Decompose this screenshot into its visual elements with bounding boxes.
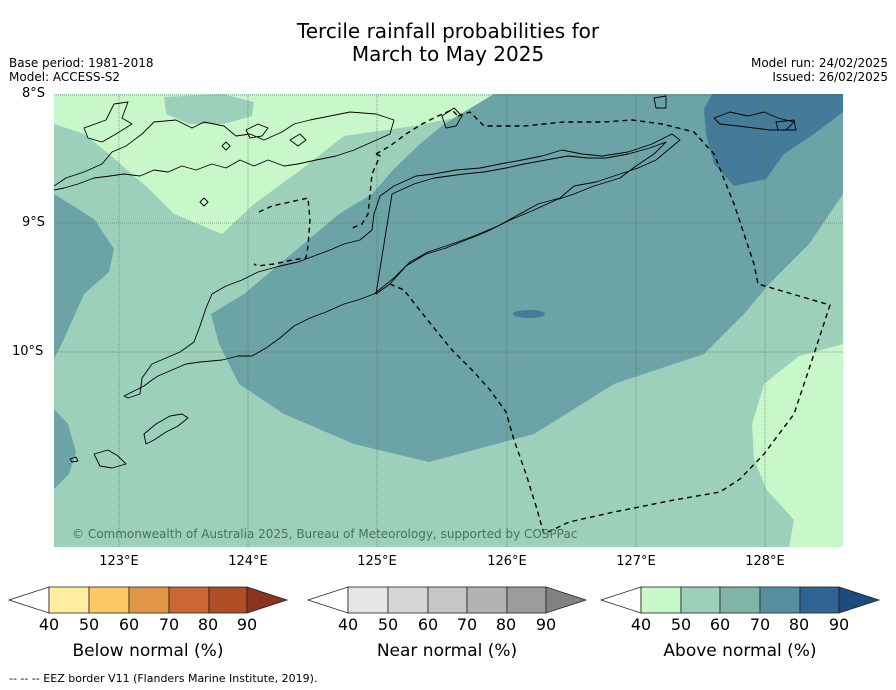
near-swatch-1 (347, 586, 389, 614)
coastline-savu (93, 449, 127, 469)
copyright-text: © Commonwealth of Australia 2025, Bureau… (72, 527, 577, 541)
above-arrow-right (838, 586, 881, 614)
region-above-50-southeast (752, 344, 843, 547)
meta-right: Model run: 24/02/2025 Issued: 26/02/2025 (751, 56, 888, 84)
coastline-island-1 (83, 101, 133, 143)
eez-line-west (351, 153, 381, 229)
region-above-80-northeast (704, 94, 843, 186)
near-tick-40: 40 (337, 615, 359, 634)
colorbar-above (599, 586, 881, 614)
lon-label-123e: 123°E (99, 554, 139, 569)
near-swatch-4 (466, 586, 508, 614)
below-tick-70: 70 (158, 615, 180, 634)
near-tick-90: 90 (535, 615, 557, 634)
coastline-rote (143, 413, 189, 445)
coastline-island-6 (775, 119, 797, 131)
above-swatch-4 (759, 586, 801, 614)
lon-label-124e: 124°E (228, 554, 268, 569)
title-line-2: March to May 2025 (351, 42, 545, 66)
region-above-70-southwest (54, 409, 76, 489)
lon-label-125e: 125°E (357, 554, 397, 569)
region-above-70-central (211, 94, 843, 462)
colorbar-below-label: Below normal (%) (72, 641, 224, 661)
above-tick-60: 60 (709, 615, 731, 634)
colorbar-near (306, 586, 588, 614)
issued-date: Issued: 26/02/2025 (772, 70, 888, 84)
model-name: Model: ACCESS-S2 (9, 70, 121, 84)
near-swatch-3 (427, 586, 468, 614)
lat-label-8s: 8°S (22, 86, 46, 101)
chart-title: Tercile rainfall probabilities for March… (0, 20, 896, 66)
region-above-50-north (54, 94, 494, 234)
below-tick-50: 50 (78, 615, 100, 634)
title-line-1: Tercile rainfall probabilities for (296, 19, 600, 43)
colorbar-near-label: Near normal (%) (376, 641, 518, 661)
coastline-island-3 (289, 133, 307, 147)
below-swatch-2 (88, 586, 130, 614)
region-above-70-west (54, 194, 114, 359)
coastline-small-3 (221, 141, 231, 151)
below-swatch-3 (128, 586, 170, 614)
eez-line-north (457, 111, 831, 535)
colorbar-below (7, 586, 289, 614)
coastline-island-2 (245, 123, 269, 139)
coastline-wetar (713, 111, 795, 131)
below-swatch-1 (48, 586, 90, 614)
near-arrow-left (306, 586, 349, 614)
eez-line-central (389, 283, 545, 535)
eez-line-northwest (253, 197, 311, 267)
lat-label-9s: 9°S (22, 215, 46, 230)
above-swatch-1 (640, 586, 682, 614)
coastlines (54, 95, 797, 469)
below-swatch-4 (168, 586, 210, 614)
lon-label-128e: 128°E (745, 554, 785, 569)
above-swatch-3 (719, 586, 761, 614)
near-swatch-2 (387, 586, 429, 614)
lon-label-127e: 127°E (616, 554, 656, 569)
above-tick-40: 40 (630, 615, 652, 634)
near-arrow-right (545, 586, 588, 614)
coastline-island-4 (441, 107, 463, 129)
colorbars (7, 586, 881, 614)
colorbar-above-label: Above normal (%) (663, 641, 817, 661)
coastline-island-5 (653, 95, 667, 109)
below-tick-40: 40 (38, 615, 60, 634)
above-tick-50: 50 (670, 615, 692, 634)
below-swatch-5 (208, 586, 248, 614)
above-swatch-5 (799, 586, 840, 614)
near-tick-50: 50 (377, 615, 399, 634)
eez-line-top (375, 109, 459, 155)
below-tick-80: 80 (197, 615, 219, 634)
meta-left: Base period: 1981-2018 Model: ACCESS-S2 (9, 56, 154, 84)
above-swatch-2 (680, 586, 721, 614)
base-period: Base period: 1981-2018 (9, 56, 154, 70)
near-tick-70: 70 (456, 615, 478, 634)
above-tick-90: 90 (828, 615, 850, 634)
region-above-80-blob (513, 310, 545, 318)
coastline-timor-inner (375, 141, 667, 295)
coastline-flores (54, 111, 395, 191)
near-swatch-5 (506, 586, 547, 614)
model-run: Model run: 24/02/2025 (750, 56, 888, 70)
coastline-timor (123, 133, 681, 399)
below-arrow-right (246, 586, 289, 614)
graticule (54, 94, 843, 547)
above-tick-70: 70 (749, 615, 771, 634)
lat-label-10s: 10°S (12, 344, 44, 359)
below-tick-60: 60 (118, 615, 140, 634)
below-tick-90: 90 (236, 615, 258, 634)
eez-footnote: -- -- -- EEZ border V11 (Flanders Marine… (9, 672, 318, 685)
below-arrow-left (7, 586, 50, 614)
region-above-60-patch (164, 94, 254, 124)
coastline-small-1 (69, 456, 79, 463)
above-arrow-left (599, 586, 642, 614)
lon-label-126e: 126°E (487, 554, 527, 569)
above-tick-80: 80 (788, 615, 810, 634)
near-tick-60: 60 (417, 615, 439, 634)
map-panel: © Commonwealth of Australia 2025, Bureau… (54, 94, 843, 547)
eez-border (253, 109, 831, 535)
near-tick-80: 80 (495, 615, 517, 634)
coastline-small-2 (199, 197, 209, 207)
